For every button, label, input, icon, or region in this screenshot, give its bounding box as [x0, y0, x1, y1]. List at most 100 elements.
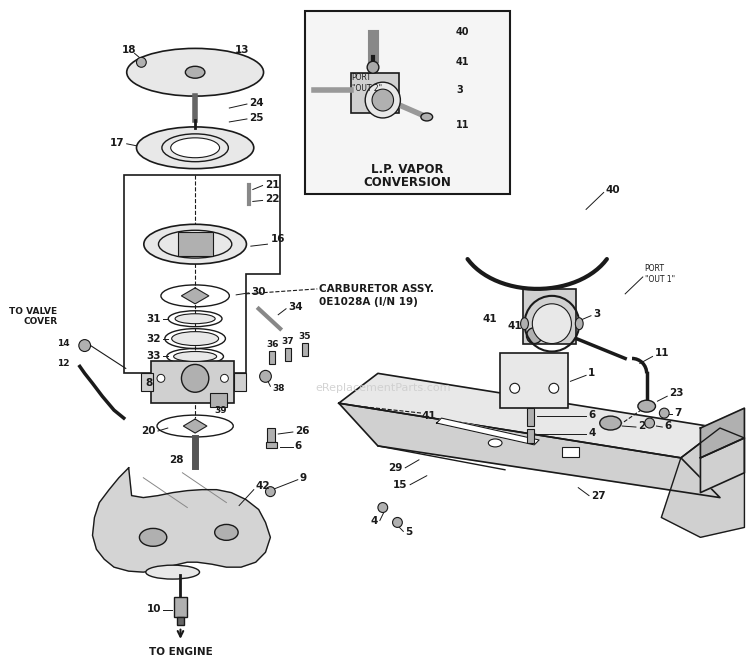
Ellipse shape — [175, 314, 215, 324]
Text: L.P. VAPOR: L.P. VAPOR — [371, 163, 443, 176]
Text: 29: 29 — [388, 463, 402, 473]
Polygon shape — [436, 418, 539, 445]
Text: 8: 8 — [146, 378, 153, 388]
Text: 13: 13 — [235, 45, 249, 55]
Text: 26: 26 — [295, 426, 309, 436]
Circle shape — [157, 374, 165, 382]
Circle shape — [645, 418, 655, 428]
Polygon shape — [92, 468, 271, 572]
Circle shape — [526, 328, 542, 343]
Bar — [527, 429, 534, 443]
Text: 40: 40 — [456, 28, 470, 38]
Polygon shape — [700, 438, 745, 493]
Polygon shape — [700, 408, 745, 458]
Polygon shape — [182, 288, 209, 304]
Ellipse shape — [146, 565, 200, 579]
Text: 35: 35 — [298, 332, 310, 341]
Ellipse shape — [144, 224, 247, 264]
Text: 20: 20 — [142, 426, 156, 436]
Text: 27: 27 — [591, 491, 605, 501]
Text: 6: 6 — [588, 410, 596, 420]
Bar — [350, 73, 400, 113]
Text: 16: 16 — [271, 234, 285, 244]
Bar — [500, 353, 568, 408]
Text: eReplacementParts.com: eReplacementParts.com — [315, 383, 451, 393]
Text: 9: 9 — [300, 472, 307, 483]
Text: 34: 34 — [288, 302, 302, 312]
Bar — [523, 289, 576, 343]
Text: 23: 23 — [669, 388, 684, 398]
Text: 4: 4 — [588, 428, 596, 438]
Text: 41: 41 — [508, 320, 522, 331]
Text: 12: 12 — [58, 359, 70, 368]
Text: 7: 7 — [674, 408, 682, 418]
Ellipse shape — [162, 134, 228, 162]
Text: 41: 41 — [483, 314, 497, 324]
Ellipse shape — [600, 416, 621, 430]
Text: 25: 25 — [249, 113, 263, 123]
Ellipse shape — [185, 66, 205, 78]
Text: 40: 40 — [606, 184, 620, 195]
Ellipse shape — [575, 318, 584, 330]
Text: TO VALVE
COVER: TO VALVE COVER — [9, 307, 57, 326]
Text: 37: 37 — [282, 337, 294, 346]
Polygon shape — [339, 403, 720, 497]
Bar — [304, 11, 510, 195]
Text: 4: 4 — [370, 517, 378, 526]
Text: TO ENGINE: TO ENGINE — [148, 647, 212, 657]
Text: 6: 6 — [664, 421, 671, 431]
Circle shape — [260, 370, 272, 382]
Text: 41: 41 — [456, 57, 470, 67]
Text: 11: 11 — [655, 349, 669, 359]
Ellipse shape — [127, 49, 263, 96]
Ellipse shape — [638, 400, 656, 412]
Text: CARBURETOR ASSY.: CARBURETOR ASSY. — [320, 284, 434, 294]
Text: 24: 24 — [249, 98, 263, 108]
Bar — [302, 343, 307, 357]
Bar — [269, 351, 275, 365]
Text: 41: 41 — [422, 411, 436, 421]
Text: 5: 5 — [405, 527, 412, 538]
Text: 1: 1 — [588, 368, 596, 378]
Bar — [285, 347, 291, 361]
Ellipse shape — [214, 524, 238, 540]
Bar — [152, 361, 234, 403]
Ellipse shape — [158, 230, 232, 258]
Text: 6: 6 — [295, 441, 302, 451]
Text: 2: 2 — [638, 421, 645, 431]
Bar — [266, 442, 278, 448]
Bar — [562, 447, 579, 457]
Circle shape — [372, 89, 394, 111]
Text: CONVERSION: CONVERSION — [363, 176, 452, 189]
Bar — [178, 232, 213, 256]
Text: 0E1028A (I/N 19): 0E1028A (I/N 19) — [320, 297, 419, 307]
Bar — [234, 373, 246, 392]
Text: 39: 39 — [214, 405, 227, 415]
Text: 38: 38 — [272, 384, 285, 393]
Ellipse shape — [174, 351, 217, 361]
Polygon shape — [184, 419, 207, 433]
Text: 31: 31 — [146, 314, 161, 324]
Circle shape — [510, 384, 520, 393]
Circle shape — [378, 503, 388, 513]
Text: 3: 3 — [456, 85, 463, 95]
Text: 30: 30 — [251, 287, 266, 297]
Bar — [141, 373, 153, 392]
Polygon shape — [662, 428, 745, 538]
Circle shape — [79, 340, 91, 351]
Bar — [176, 617, 184, 625]
Text: 42: 42 — [256, 481, 270, 491]
Text: 3: 3 — [593, 309, 600, 318]
Circle shape — [136, 57, 146, 67]
Ellipse shape — [421, 113, 433, 121]
Bar — [527, 408, 534, 426]
Ellipse shape — [488, 439, 502, 447]
Text: 15: 15 — [393, 480, 407, 490]
Text: 32: 32 — [146, 334, 161, 343]
Circle shape — [549, 384, 559, 393]
Ellipse shape — [171, 138, 220, 158]
Circle shape — [182, 365, 209, 392]
Text: 18: 18 — [122, 45, 136, 55]
Text: 17: 17 — [110, 138, 125, 148]
Bar — [174, 597, 188, 617]
